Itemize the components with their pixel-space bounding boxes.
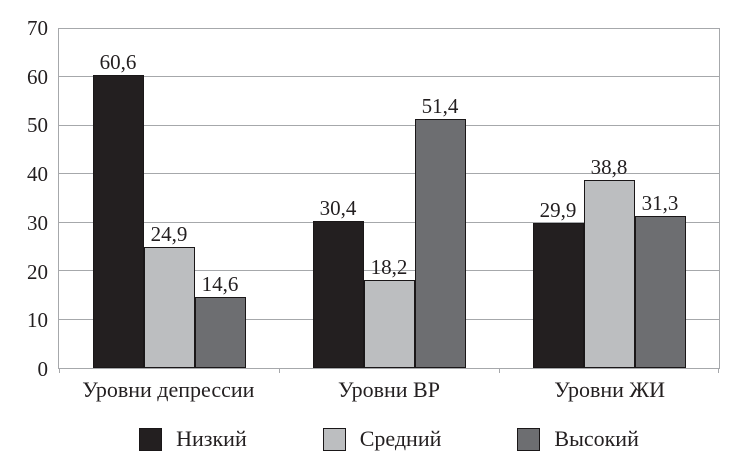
bar-value-label: 51,4: [421, 94, 459, 119]
bar-cell: 29,9: [532, 29, 584, 368]
x-axis-category-labels: Уровни депрессии Уровни ВР Уровни ЖИ: [58, 377, 720, 403]
bar-низкий: [92, 74, 144, 368]
bar-value-label: 30,4: [319, 195, 357, 220]
x-axis-tick-mark: [59, 369, 60, 373]
legend-swatch: [139, 427, 163, 451]
bar-value-label: 18,2: [370, 254, 408, 279]
bar-value-label: 60,6: [99, 49, 137, 74]
x-axis-tick-mark: [498, 369, 500, 373]
bar-group: 30,4 18,2 51,4: [279, 29, 499, 368]
y-axis: 0 10 20 30 40 50 60 70: [0, 17, 48, 380]
gridline: [59, 76, 719, 78]
gridline: [59, 124, 719, 126]
bar-высокий: [414, 119, 466, 368]
y-axis-tick-label: 10: [27, 308, 48, 333]
bar-value-label: 24,9: [150, 222, 188, 247]
bar-низкий: [312, 220, 364, 368]
bar-cell: 18,2: [363, 29, 415, 368]
bar-высокий: [194, 297, 246, 368]
x-axis-category-label: Уровни депрессии: [82, 377, 255, 402]
y-axis-tick-label: 30: [27, 210, 48, 235]
plot-area: 60,6 24,9 14,6 30,4 18,2 51,4 29,9 38,8 31,3: [58, 28, 720, 373]
bar-value-label: 29,9: [539, 198, 577, 223]
bar-высокий: [634, 216, 686, 368]
legend-label: Средний: [359, 426, 442, 451]
x-axis-category-label: Уровни ВР: [337, 377, 440, 402]
x-axis-tick-mark: [718, 369, 719, 373]
bar-средний: [583, 180, 635, 368]
x-axis-category-label: Уровни ЖИ: [554, 377, 665, 402]
bar-средний: [143, 247, 195, 368]
bar-value-label: 31,3: [641, 191, 679, 216]
bar-cell: 38,8: [583, 29, 635, 368]
gridline: [59, 270, 719, 272]
y-axis-tick-label: 60: [27, 64, 48, 89]
bar-group: 29,9 38,8 31,3: [499, 29, 719, 368]
legend-swatch: [517, 427, 541, 451]
y-axis-tick-label: 0: [37, 357, 49, 381]
y-axis-tick-label: 70: [27, 16, 48, 40]
bar-cell: 51,4: [414, 29, 466, 368]
legend-item: Средний: [322, 426, 442, 451]
bar-cell: 60,6: [92, 29, 144, 368]
legend-swatch: [322, 427, 346, 451]
bar-value-label: 14,6: [201, 272, 239, 297]
legend-label: Высокий: [554, 426, 639, 451]
bar-низкий: [532, 223, 584, 368]
gridline: [59, 221, 719, 223]
x-axis-tick-mark: [278, 369, 280, 373]
bar-cell: 24,9: [143, 29, 195, 368]
bar-cell: 30,4: [312, 29, 364, 368]
bar-group: 60,6 24,9 14,6: [59, 29, 279, 368]
legend-item: Низкий: [139, 427, 247, 451]
bar-средний: [363, 279, 415, 368]
legend: Низкий Средний Высокий: [58, 427, 720, 451]
bar-cell: 14,6: [194, 29, 246, 368]
legend-label: Низкий: [176, 426, 247, 451]
y-axis-tick-label: 20: [27, 259, 48, 284]
y-axis-tick-label: 50: [27, 113, 48, 138]
bar-value-label: 38,8: [590, 155, 628, 180]
bar-cell: 31,3: [634, 29, 686, 368]
gridline: [59, 173, 719, 175]
legend-item: Высокий: [517, 426, 639, 451]
y-axis-tick-label: 40: [27, 162, 48, 187]
